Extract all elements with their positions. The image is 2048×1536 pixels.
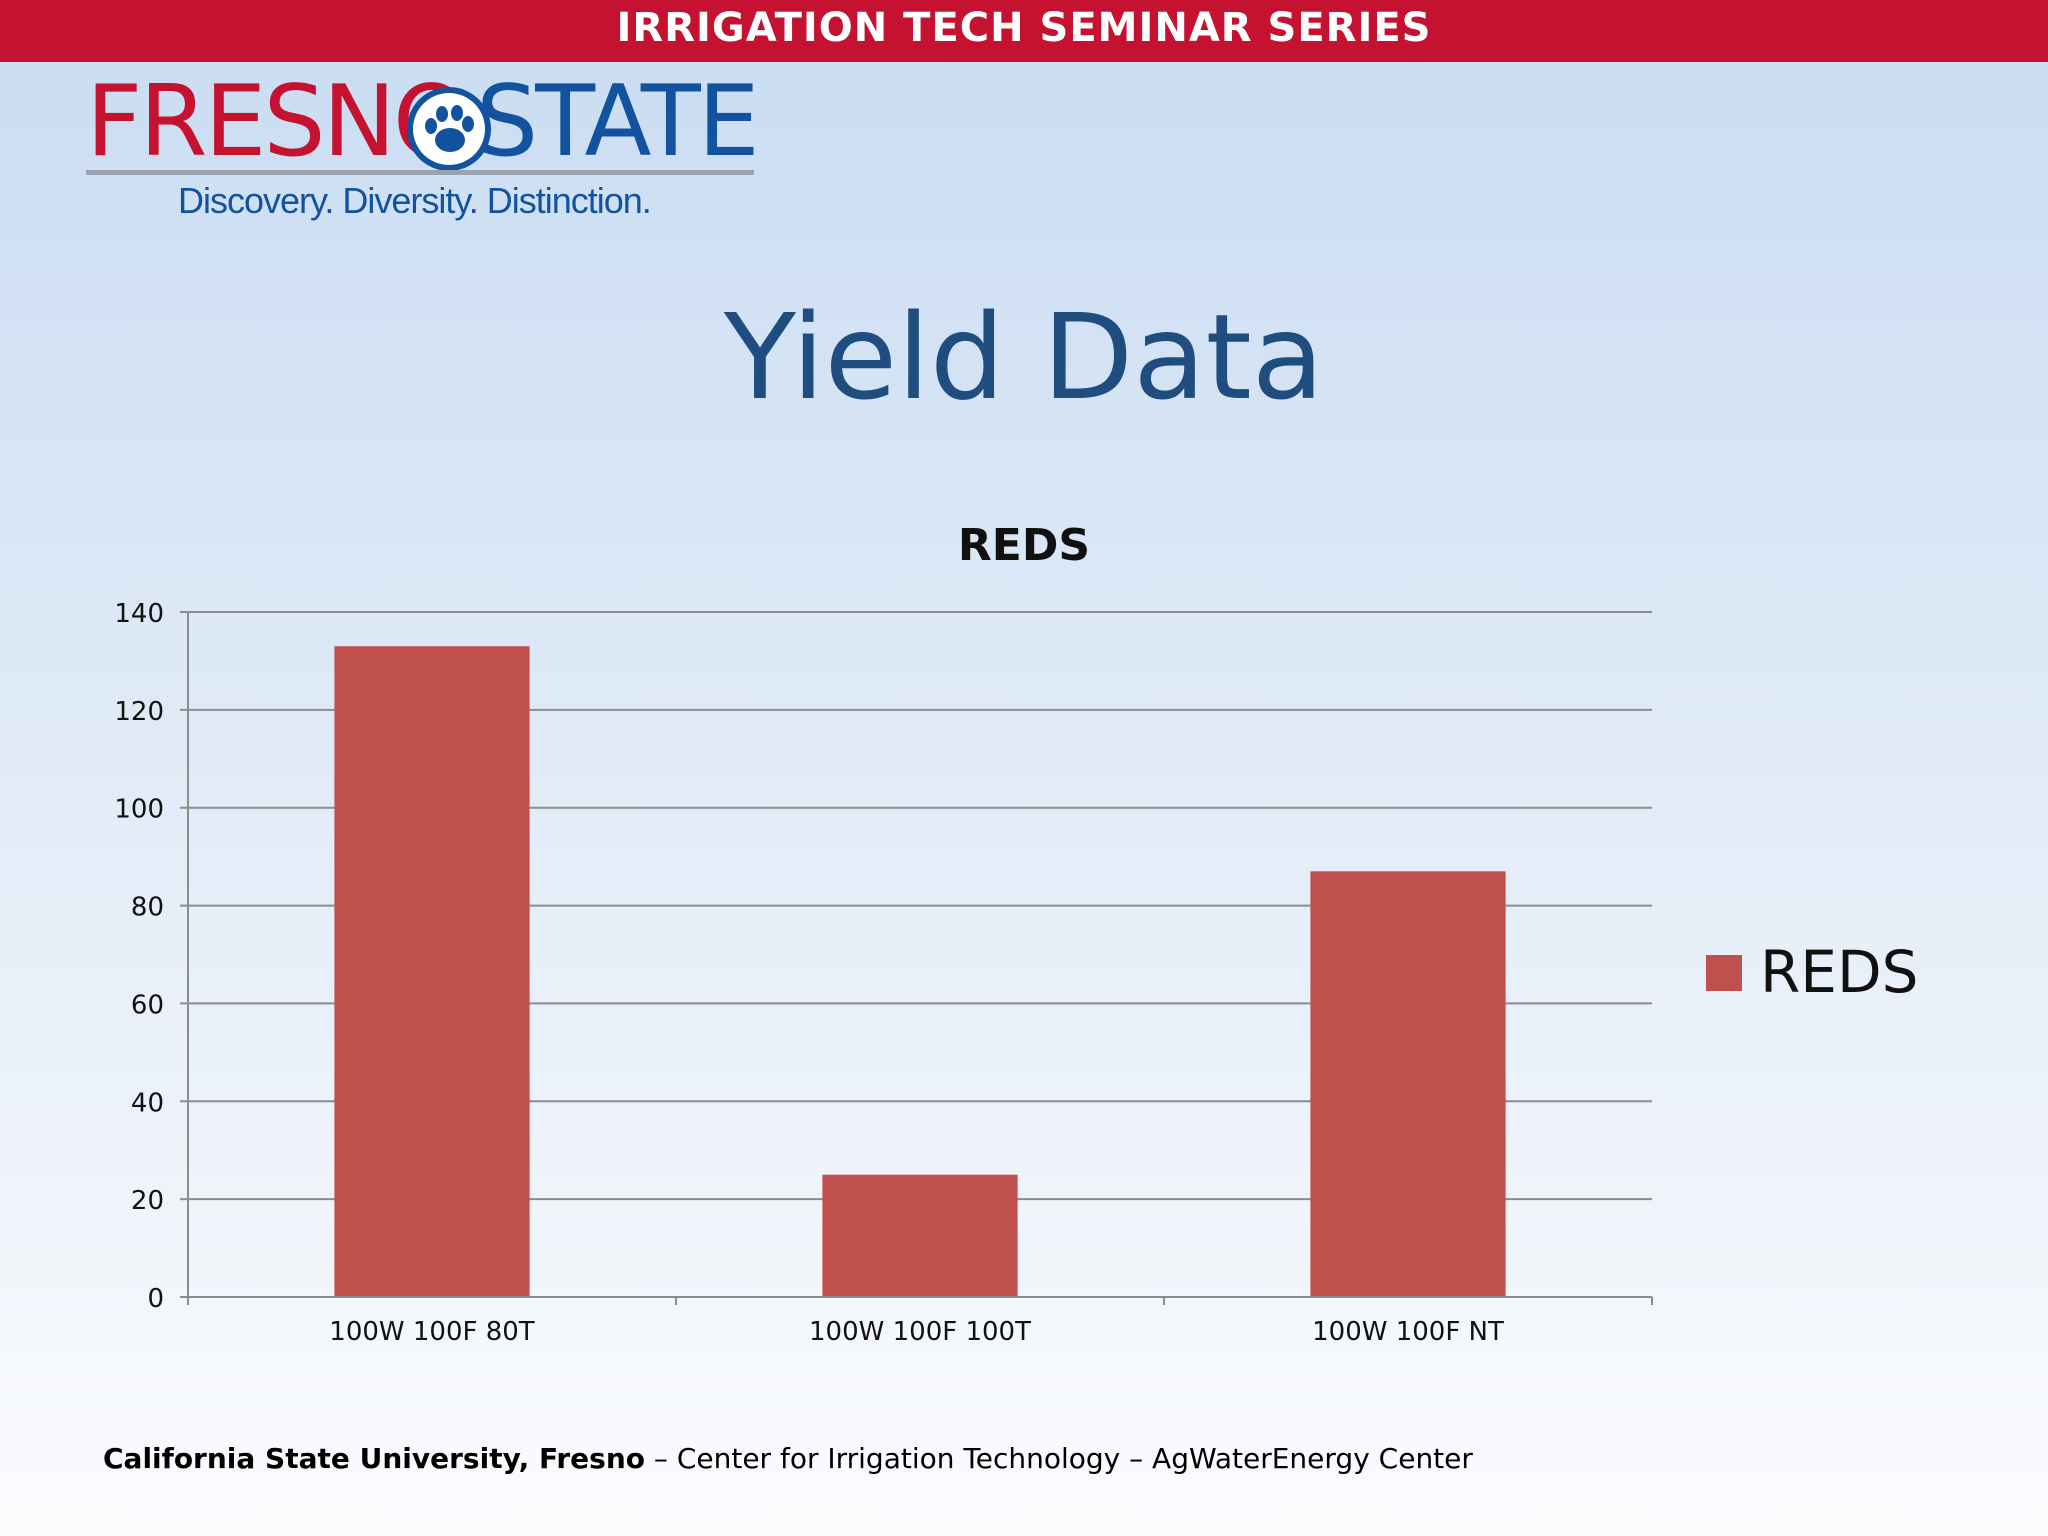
footer-institution: California State University, Fresno: [103, 1442, 646, 1475]
footer: California State University, Fresno – Ce…: [103, 1442, 1473, 1475]
seminar-banner: IRRIGATION TECH SEMINAR SERIES: [0, 0, 2048, 62]
fresno-state-logo: FRESNO STATE Discovery. Diversity. Disti…: [86, 65, 760, 230]
legend-label: REDS: [1760, 938, 1918, 1006]
slide-title: Yield Data: [723, 288, 1325, 426]
bar-3: [1310, 871, 1506, 1297]
y-tick-label: 120: [114, 697, 164, 727]
axes: 0 20 40 60 80 100 120 140 100W 100F 80T 100W 100F…: [114, 599, 1653, 1347]
y-tick-label: 100: [114, 795, 164, 825]
paw-icon: [407, 87, 491, 171]
y-tick-label: 40: [131, 1088, 164, 1118]
y-tick-label: 80: [131, 893, 164, 923]
x-tick-label: 100W 100F 100T: [809, 1317, 1031, 1347]
logo-tagline: Discovery. Diversity. Distinction.: [178, 180, 652, 221]
y-tick-label: 140: [114, 599, 164, 629]
bar-1: [334, 646, 530, 1297]
logo-divider: [86, 170, 754, 175]
y-tick-label: 0: [147, 1284, 164, 1314]
logo-word-state: STATE: [476, 65, 760, 179]
bars: [334, 646, 1506, 1297]
logo-word-fresno: FRESNO: [86, 65, 470, 179]
chart-title: REDS: [958, 520, 1090, 571]
legend-swatch: [1706, 955, 1742, 991]
x-tick-label: 100W 100F 80T: [329, 1317, 535, 1347]
x-tick-label: 100W 100F NT: [1312, 1317, 1504, 1347]
y-tick-label: 60: [131, 990, 164, 1020]
legend: REDS: [1706, 938, 1918, 1006]
y-tick-label: 20: [131, 1186, 164, 1216]
footer-centers: – Center for Irrigation Technology – AgW…: [645, 1442, 1473, 1475]
bar-2: [822, 1174, 1018, 1297]
